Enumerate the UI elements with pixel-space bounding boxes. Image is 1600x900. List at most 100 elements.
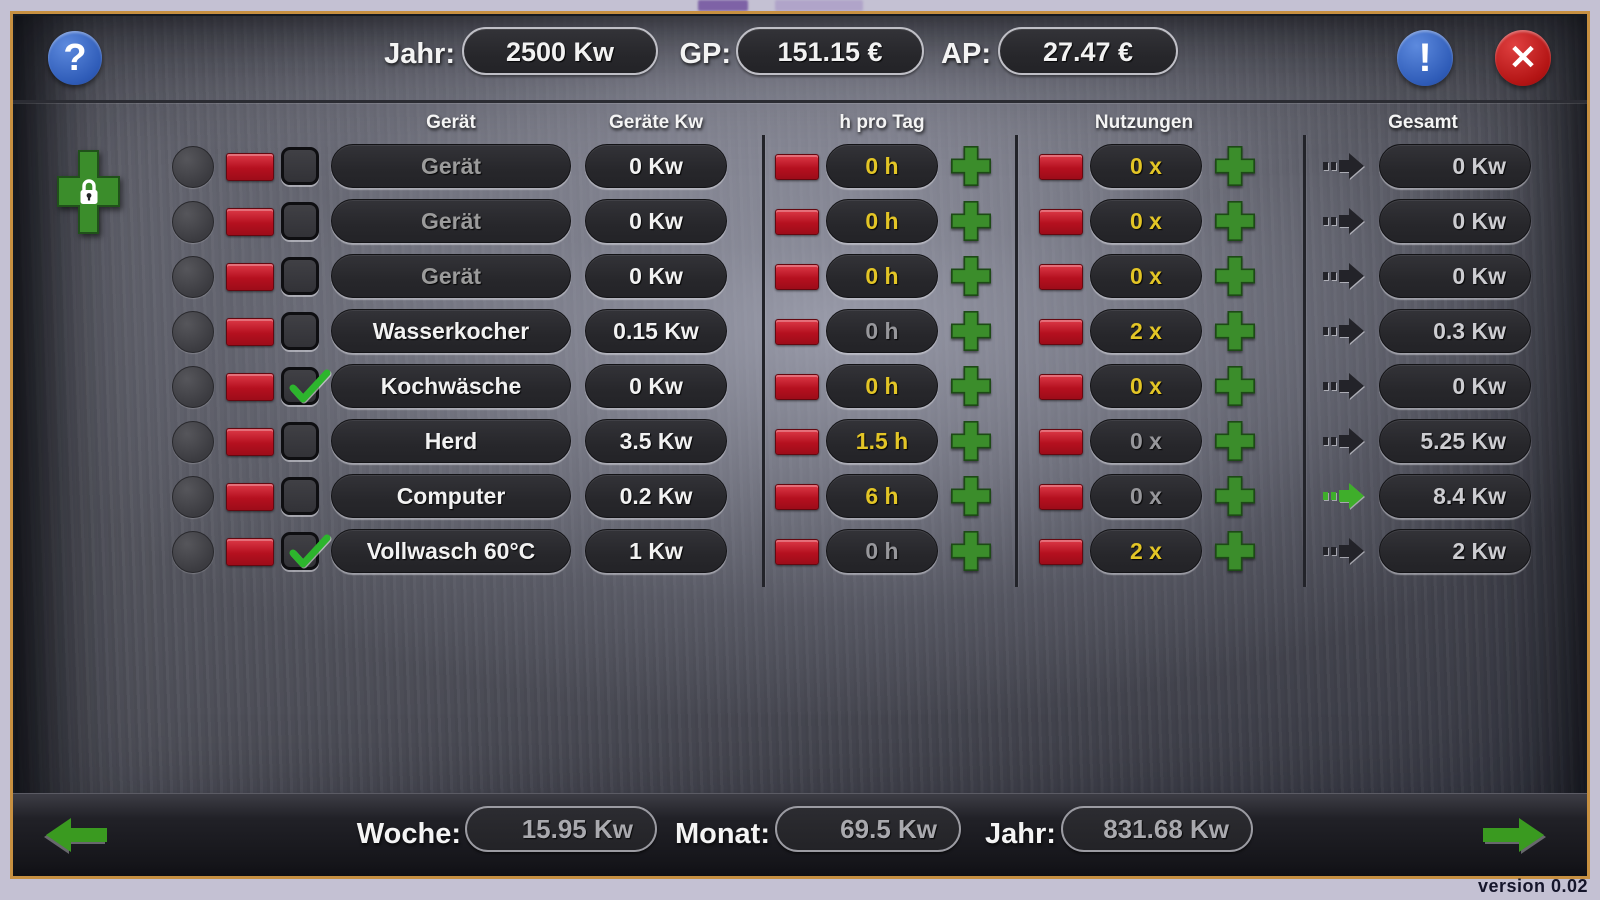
uses-field: 2 x: [1090, 309, 1202, 353]
uses-field: 0 x: [1090, 419, 1202, 463]
uses-increase-button[interactable]: [1215, 531, 1255, 571]
gp-price-field[interactable]: 151.15 €: [736, 27, 924, 75]
device-name-field[interactable]: Gerät: [331, 144, 571, 188]
device-name-field[interactable]: Vollwasch 60°C: [331, 529, 571, 573]
hours-increase-button[interactable]: [951, 531, 991, 571]
hours-decrease-button[interactable]: [775, 264, 819, 290]
device-kw-field[interactable]: 0.15 Kw: [585, 309, 727, 353]
device-kw-field[interactable]: 1 Kw: [585, 529, 727, 573]
lock-icon: [80, 179, 98, 204]
device-kw-field[interactable]: 0 Kw: [585, 199, 727, 243]
uses-decrease-button[interactable]: [1039, 429, 1083, 455]
uses-decrease-button[interactable]: [1039, 209, 1083, 235]
status-bar-fragment: [775, 0, 863, 11]
ap-price-field[interactable]: 27.47 €: [998, 27, 1178, 75]
total-field: 0 Kw: [1379, 144, 1531, 188]
uses-decrease-button[interactable]: [1039, 374, 1083, 400]
total-field: 0.3 Kw: [1379, 309, 1531, 353]
device-checkbox[interactable]: [281, 477, 319, 515]
total-field: 0 Kw: [1379, 364, 1531, 408]
column-divider: [1303, 135, 1306, 587]
uses-increase-button[interactable]: [1215, 256, 1255, 296]
top-separator: [13, 100, 1587, 103]
device-name-field[interactable]: Gerät: [331, 199, 571, 243]
column-divider: [762, 135, 765, 587]
device-kw-field[interactable]: 0 Kw: [585, 254, 727, 298]
device-name-field[interactable]: Wasserkocher: [331, 309, 571, 353]
device-checkbox[interactable]: [281, 202, 319, 240]
uses-increase-button[interactable]: [1215, 476, 1255, 516]
device-checkbox[interactable]: [281, 257, 319, 295]
remove-device-button[interactable]: [226, 263, 274, 291]
device-name-field[interactable]: Kochwäsche: [331, 364, 571, 408]
remove-device-button[interactable]: [226, 538, 274, 566]
jahr-capacity-field[interactable]: 2500 Kw: [462, 27, 658, 75]
next-page-arrow[interactable]: [1483, 816, 1545, 854]
device-checkbox[interactable]: [281, 312, 319, 350]
remove-device-button[interactable]: [226, 428, 274, 456]
hours-decrease-button[interactable]: [775, 429, 819, 455]
check-icon: [289, 534, 331, 568]
remove-device-button[interactable]: [226, 318, 274, 346]
uses-increase-button[interactable]: [1215, 146, 1255, 186]
hours-increase-button[interactable]: [951, 476, 991, 516]
device-checkbox[interactable]: [281, 367, 331, 405]
remove-device-button[interactable]: [226, 153, 274, 181]
monat-label: Monat:: [674, 818, 770, 850]
hours-increase-button[interactable]: [951, 146, 991, 186]
device-kw-field[interactable]: 3.5 Kw: [585, 419, 727, 463]
hours-field: 6 h: [826, 474, 938, 518]
info-button[interactable]: !: [1397, 30, 1453, 86]
device-kw-field[interactable]: 0 Kw: [585, 144, 727, 188]
remove-device-button[interactable]: [226, 208, 274, 236]
hours-decrease-button[interactable]: [775, 484, 819, 510]
device-name-field[interactable]: Herd: [331, 419, 571, 463]
close-button[interactable]: ✕: [1495, 30, 1551, 86]
hours-decrease-button[interactable]: [775, 209, 819, 235]
remove-device-button[interactable]: [226, 483, 274, 511]
column-header-geraete-kw: Geräte Kw: [609, 112, 703, 133]
uses-increase-button[interactable]: [1215, 421, 1255, 461]
close-icon: ✕: [1508, 39, 1538, 77]
device-name-field[interactable]: Gerät: [331, 254, 571, 298]
hours-field: 0 h: [826, 364, 938, 408]
uses-field: 2 x: [1090, 529, 1202, 573]
total-field: 0 Kw: [1379, 199, 1531, 243]
hours-decrease-button[interactable]: [775, 539, 819, 565]
device-row: Gerät 0 Kw 0 h 0 x 0 Kw: [13, 254, 1587, 298]
device-row: Wasserkocher 0.15 Kw 0 h 2 x 0.3 Kw: [13, 309, 1587, 353]
row-status-dot: [172, 146, 214, 188]
device-kw-field[interactable]: 0.2 Kw: [585, 474, 727, 518]
device-checkbox[interactable]: [281, 147, 319, 185]
version-label: version 0.02: [1477, 876, 1588, 896]
hours-increase-button[interactable]: [951, 366, 991, 406]
uses-decrease-button[interactable]: [1039, 484, 1083, 510]
hours-increase-button[interactable]: [951, 256, 991, 296]
uses-decrease-button[interactable]: [1039, 539, 1083, 565]
previous-page-arrow[interactable]: [45, 816, 107, 854]
uses-decrease-button[interactable]: [1039, 264, 1083, 290]
device-kw-field[interactable]: 0 Kw: [585, 364, 727, 408]
hours-increase-button[interactable]: [951, 421, 991, 461]
uses-increase-button[interactable]: [1215, 311, 1255, 351]
row-status-dot: [172, 256, 214, 298]
uses-decrease-button[interactable]: [1039, 319, 1083, 345]
uses-increase-button[interactable]: [1215, 201, 1255, 241]
device-table: Gerät 0 Kw 0 h 0 x 0 Kw Gerät 0 Kw 0 h: [13, 144, 1587, 573]
add-device-button[interactable]: [57, 150, 120, 234]
device-name-field[interactable]: Computer: [331, 474, 571, 518]
device-checkbox[interactable]: [281, 422, 319, 460]
device-row: Gerät 0 Kw 0 h 0 x 0 Kw: [13, 199, 1587, 243]
question-icon: ?: [63, 37, 87, 79]
device-checkbox[interactable]: [281, 532, 331, 570]
uses-decrease-button[interactable]: [1039, 154, 1083, 180]
hours-increase-button[interactable]: [951, 201, 991, 241]
remove-device-button[interactable]: [226, 373, 274, 401]
status-bar-fragment: [698, 0, 748, 11]
uses-increase-button[interactable]: [1215, 366, 1255, 406]
hours-increase-button[interactable]: [951, 311, 991, 351]
hours-decrease-button[interactable]: [775, 374, 819, 400]
help-button[interactable]: ?: [48, 31, 102, 85]
hours-decrease-button[interactable]: [775, 154, 819, 180]
hours-decrease-button[interactable]: [775, 319, 819, 345]
